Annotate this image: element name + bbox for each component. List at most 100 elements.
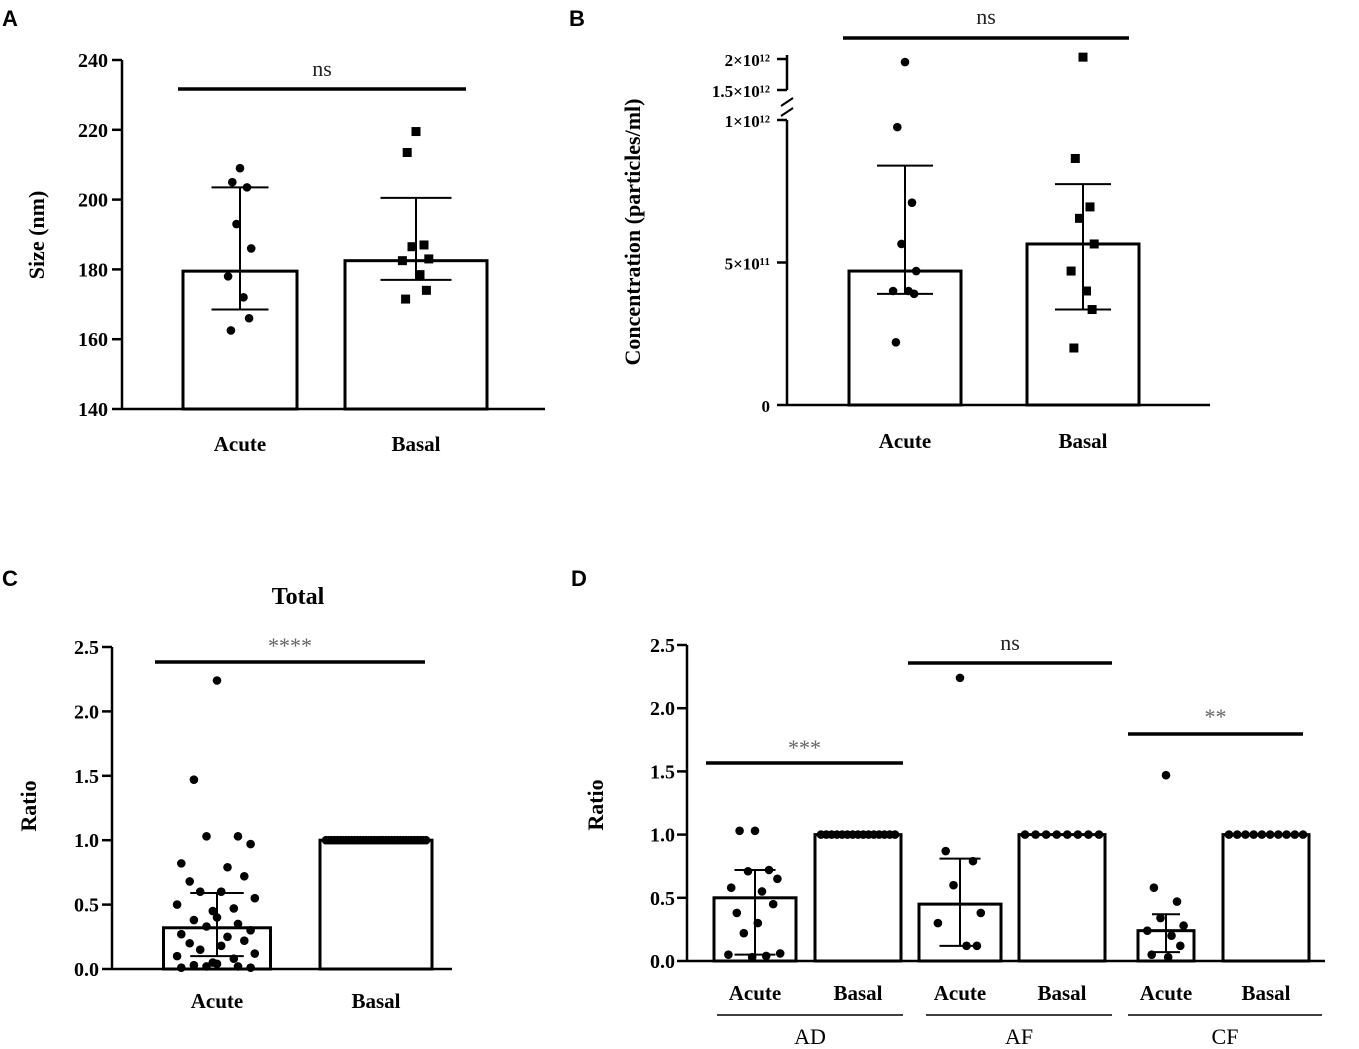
bar — [343, 259, 489, 411]
data-point — [949, 880, 958, 890]
y-tick-label: 160 — [78, 329, 108, 351]
data-point — [941, 846, 950, 856]
data-point — [216, 887, 226, 897]
x-category-label: Acute — [191, 989, 243, 1013]
y-tick-label: 2.0 — [650, 698, 675, 720]
chart-title: Total — [272, 584, 325, 610]
data-point — [202, 832, 211, 841]
data-point — [1282, 830, 1291, 839]
significance-label: ns — [976, 4, 996, 29]
data-point — [1094, 830, 1104, 839]
data-point — [239, 293, 248, 302]
significance-label: **** — [268, 633, 312, 658]
data-point — [890, 830, 900, 839]
data-point — [424, 254, 434, 264]
y-axis-label: Size (nm) — [24, 191, 49, 280]
x-category-label: Acute — [729, 981, 781, 1005]
data-point — [1062, 830, 1072, 839]
data-point — [1089, 239, 1099, 249]
data-point — [1167, 931, 1176, 941]
data-point — [1147, 950, 1156, 959]
data-point — [177, 963, 186, 973]
data-point — [421, 835, 431, 845]
data-point — [1066, 266, 1076, 276]
data-point — [212, 959, 222, 969]
y-tick-label: 5×10¹¹ — [725, 255, 770, 274]
y-tick-label: 240 — [78, 50, 108, 72]
data-point — [177, 929, 186, 939]
x-category-label: Basal — [351, 989, 400, 1013]
data-point — [189, 960, 199, 970]
y-tick-label: 0.5 — [74, 895, 99, 917]
y-tick-label: 1.0 — [74, 830, 99, 852]
data-point — [907, 198, 917, 207]
data-point — [1070, 153, 1080, 163]
data-point — [888, 286, 898, 296]
significance-label: ** — [1205, 704, 1227, 729]
data-point — [172, 951, 182, 961]
y-tick-label: 1.5 — [74, 766, 99, 788]
data-point — [223, 932, 232, 942]
data-point — [909, 289, 919, 299]
bar — [318, 838, 434, 971]
group-label: AD — [794, 1024, 826, 1049]
y-tick-label: 2.0 — [74, 701, 99, 723]
data-point — [743, 866, 753, 876]
data-point — [233, 832, 243, 841]
data-point — [411, 127, 421, 137]
y-tick-label: 1×10¹² — [725, 112, 770, 131]
data-point — [775, 949, 785, 958]
bar — [1017, 833, 1107, 963]
data-point — [1172, 897, 1182, 906]
data-point — [753, 918, 763, 928]
panel-c: C Total 0.0 0.5 1.0 1.5 2.0 2.5 Ratio Acute Basal *… — [2, 566, 452, 1013]
data-point — [421, 285, 431, 295]
data-point — [1073, 830, 1083, 839]
data-point — [233, 919, 243, 929]
data-point — [1075, 213, 1084, 223]
data-point — [415, 270, 425, 280]
data-point — [1149, 883, 1159, 892]
data-point — [1257, 830, 1267, 839]
y-tick-label: 0.0 — [650, 951, 675, 973]
x-category-label: Acute — [214, 432, 266, 456]
y-tick-label: 2.5 — [74, 637, 99, 659]
data-point — [223, 862, 232, 872]
data-point — [1163, 952, 1173, 962]
y-tick-label: 0 — [762, 397, 771, 416]
data-point — [1298, 830, 1308, 839]
data-point — [1265, 830, 1275, 839]
data-point — [732, 908, 742, 918]
y-tick-label: 1.0 — [650, 825, 675, 847]
data-point — [216, 941, 226, 951]
panel-letter: D — [571, 566, 587, 591]
data-point — [212, 913, 222, 922]
data-point — [724, 950, 733, 959]
data-point — [955, 673, 965, 683]
panel-letter: B — [569, 6, 585, 31]
data-point — [233, 962, 243, 971]
axis-break-mark — [780, 107, 794, 117]
data-point — [195, 887, 205, 897]
data-point — [1176, 941, 1185, 951]
data-point — [250, 949, 260, 958]
data-point — [976, 908, 986, 918]
data-point — [726, 883, 736, 892]
data-point — [972, 941, 982, 951]
data-point — [212, 676, 222, 685]
data-point — [185, 938, 194, 948]
panel-a: A 140 160 180 200 220 240 Size (nm) Acute Basal ns — [2, 6, 545, 456]
significance-label: ns — [312, 56, 332, 81]
data-point — [1249, 830, 1258, 839]
y-tick-label: 1.5 — [650, 761, 675, 783]
data-point — [735, 826, 744, 836]
axis-break-mark — [780, 97, 794, 107]
bar — [813, 833, 903, 963]
data-point — [407, 242, 417, 252]
data-point — [235, 163, 245, 173]
y-axis-label: Ratio — [16, 780, 41, 831]
data-point — [1052, 830, 1062, 839]
data-point — [223, 272, 233, 281]
significance-label: ns — [1000, 630, 1020, 655]
